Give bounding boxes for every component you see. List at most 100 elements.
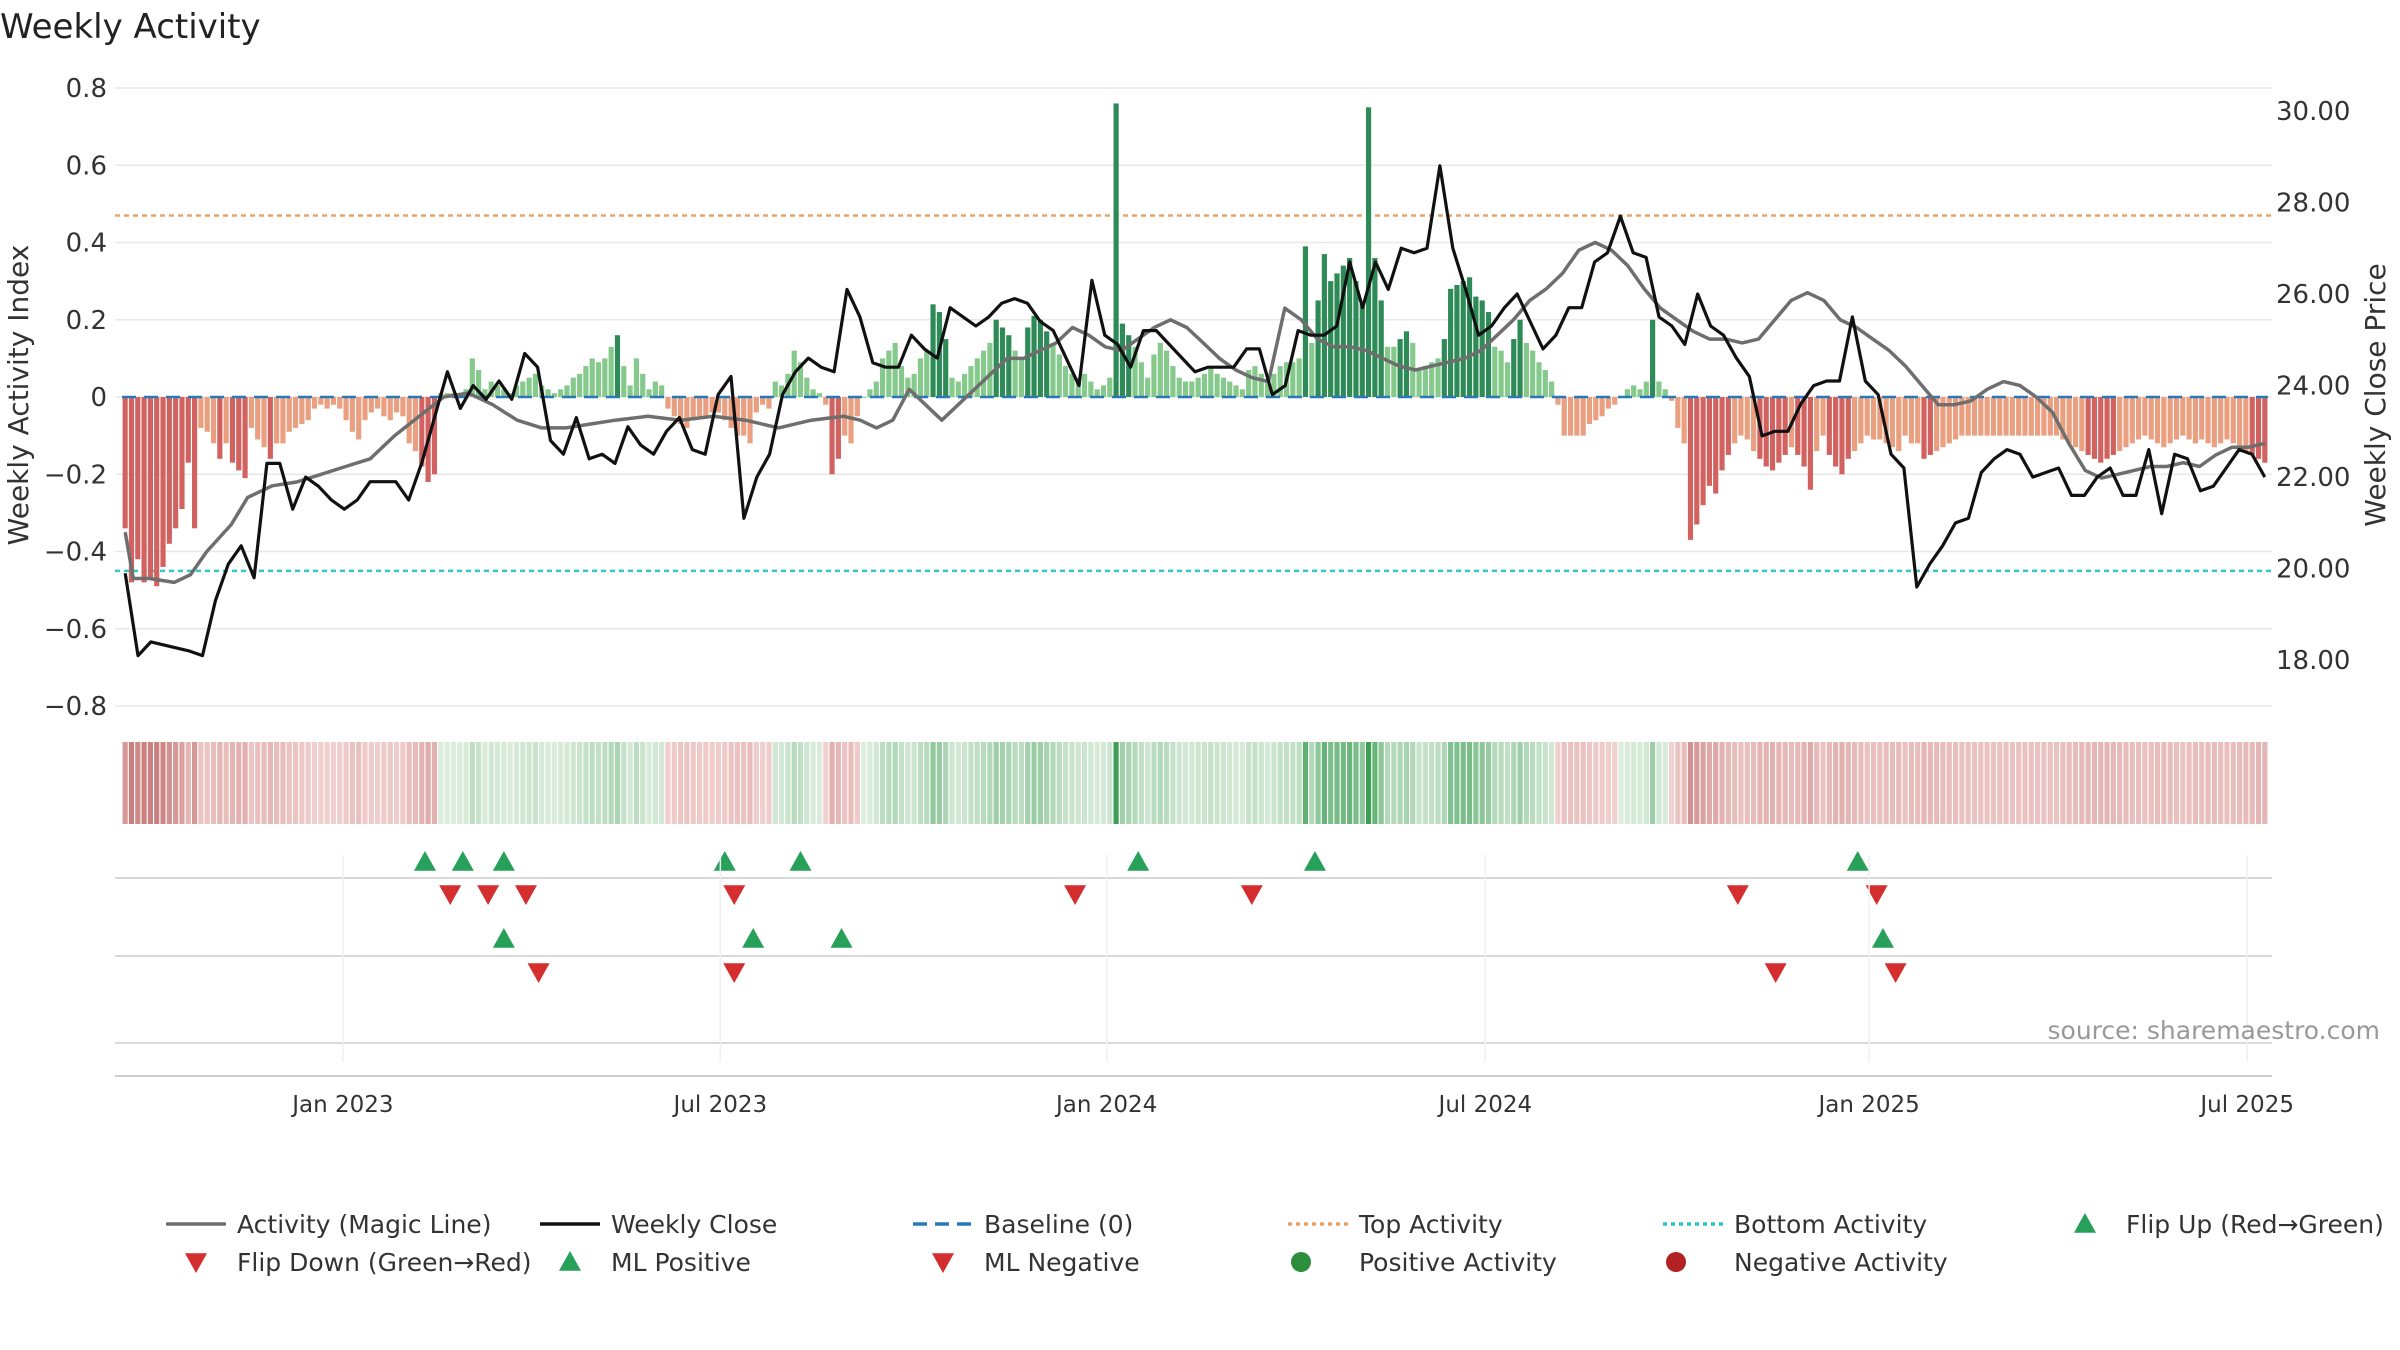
activity-bar [224, 397, 229, 443]
heat-cell [255, 742, 260, 824]
activity-bar [135, 397, 140, 559]
y2-tick-label: 30.00 [2276, 97, 2350, 127]
activity-bar [855, 397, 860, 416]
activity-bar [1189, 382, 1194, 397]
heat-cell [514, 742, 519, 824]
heat-cell [545, 742, 550, 824]
ml-positive-marker [1872, 928, 1894, 948]
chart-title: Weekly Activity [0, 7, 261, 47]
activity-bar [1839, 397, 1844, 474]
heat-cell [924, 742, 929, 824]
heat-cell [861, 742, 866, 824]
heat-cell [609, 742, 614, 824]
heat-cell [1240, 742, 1245, 824]
flip-up-marker [1304, 851, 1326, 871]
activity-bar [343, 397, 348, 420]
activity-bar [2218, 397, 2223, 443]
heat-cell [2250, 742, 2255, 824]
heat-cell [1644, 742, 1649, 824]
heat-cell [1574, 742, 1579, 824]
activity-bar [829, 397, 834, 474]
heat-cell [312, 742, 317, 824]
heat-cell [261, 742, 266, 824]
heat-cell [880, 742, 885, 824]
heat-cell [1978, 742, 1983, 824]
activity-bar [2098, 397, 2103, 463]
ml-negative-marker [1885, 963, 1907, 983]
flip-up-marker [452, 851, 474, 871]
activity-bar [1505, 362, 1510, 397]
y-axis-ticks: 0.80.60.40.20−0.2−0.4−0.6−0.8 [44, 74, 107, 722]
heat-cell [1196, 742, 1201, 824]
legend-label: Activity (Magic Line) [237, 1210, 491, 1239]
heat-cell [154, 742, 159, 824]
activity-bar [2174, 397, 2179, 439]
activity-bar [1745, 397, 1750, 439]
activity-bar [1928, 397, 1933, 455]
activity-bar [1675, 397, 1680, 428]
activity-bar [123, 397, 128, 528]
heat-cell [1145, 742, 1150, 824]
activity-bar [2231, 397, 2236, 443]
heat-cell [621, 742, 626, 824]
activity-bar [1164, 351, 1169, 397]
heat-cell [1385, 742, 1390, 824]
activity-bar [154, 397, 159, 586]
activity-bar [2111, 397, 2116, 455]
heat-cell [1101, 742, 1106, 824]
heat-cell [2149, 742, 2154, 824]
activity-bar [1732, 397, 1737, 443]
activity-bar [192, 397, 197, 528]
heat-cell [1694, 742, 1699, 824]
activity-bar [590, 358, 595, 397]
heat-cell [2098, 742, 2103, 824]
heat-cell [930, 742, 935, 824]
activity-bar [2086, 397, 2091, 455]
heat-cell [1429, 742, 1434, 824]
heat-cell [1738, 742, 1743, 824]
heat-cell [463, 742, 468, 824]
activity-bar [1574, 397, 1579, 436]
heat-cell [1461, 742, 1466, 824]
heat-cell [1347, 742, 1352, 824]
heat-cell [1334, 742, 1339, 824]
heat-cell [2212, 742, 2217, 824]
heat-cell [400, 742, 405, 824]
heat-cell [299, 742, 304, 824]
heat-cell [1151, 742, 1156, 824]
activity-bar [1808, 397, 1813, 490]
heat-cell [438, 742, 443, 824]
y2-tick-label: 24.00 [2276, 372, 2350, 402]
activity-bar [1227, 382, 1232, 397]
activity-bar [2256, 397, 2261, 459]
heat-cell [1398, 742, 1403, 824]
activity-bar [230, 397, 235, 463]
heat-cell [1309, 742, 1314, 824]
activity-bar [1991, 397, 1996, 436]
activity-bar [1492, 347, 1497, 397]
heat-cell [2086, 742, 2091, 824]
activity-bar [1820, 397, 1825, 436]
activity-bar [2079, 397, 2084, 451]
activity-bar [2224, 397, 2229, 439]
heat-cell [1524, 742, 1529, 824]
heat-cell [1215, 742, 1220, 824]
heat-cell [1448, 742, 1453, 824]
activity-bar [1606, 397, 1611, 409]
heat-cell [533, 742, 538, 824]
activity-bar [249, 397, 254, 428]
flip-down-marker [439, 885, 461, 905]
heat-cell [1839, 742, 1844, 824]
heat-cell [766, 742, 771, 824]
heat-cell [710, 742, 715, 824]
flip-down-marker [1727, 885, 1749, 905]
x-tick-label: Jul 2024 [1437, 1092, 1533, 1118]
activity-bar [2029, 397, 2034, 436]
activity-bar [388, 397, 393, 420]
heat-cell [823, 742, 828, 824]
activity-bar [1120, 324, 1125, 397]
activity-bar [1650, 320, 1655, 397]
heat-cell [1808, 742, 1813, 824]
activity-bar [1158, 343, 1163, 397]
heat-cell [2048, 742, 2053, 824]
